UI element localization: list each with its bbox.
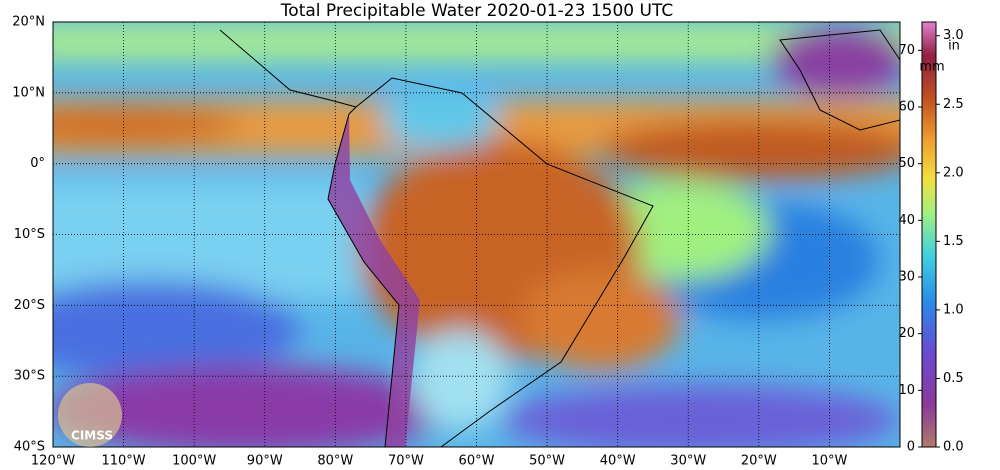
mm-tick-label: 70 — [898, 43, 915, 58]
mm-unit: mm — [919, 60, 944, 75]
lon-label: 50°W — [529, 454, 565, 469]
logo-text: CIMSS — [71, 429, 113, 443]
mm-tick-label: 10 — [898, 383, 915, 398]
mm-tick-label: 40 — [898, 213, 915, 228]
lon-label: 110°W — [101, 454, 145, 469]
logo-badge — [58, 383, 122, 447]
lon-label: 80°W — [317, 454, 353, 469]
lon-label: 100°W — [172, 454, 216, 469]
logo: CIMSS — [58, 383, 122, 447]
lat-label: 0° — [30, 156, 45, 171]
lon-label: 20°W — [741, 454, 777, 469]
in-tick-label: 1.5 — [943, 234, 964, 249]
in-tick-label: 2.0 — [943, 165, 964, 180]
lat-label: 10°N — [12, 85, 45, 100]
lon-label: 10°W — [811, 454, 847, 469]
in-tick-label: 0.5 — [943, 371, 964, 386]
in-tick-label: 0.0 — [943, 440, 964, 455]
mm-tick-label: 20 — [898, 326, 915, 341]
lat-label: 40°S — [14, 440, 45, 455]
lon-label: 60°W — [459, 454, 495, 469]
colorbar — [921, 21, 937, 448]
lon-label: 120°W — [31, 454, 75, 469]
in-tick-label: 1.0 — [943, 302, 964, 317]
mm-tick-label: 30 — [898, 270, 915, 285]
lat-label: 20°N — [12, 15, 45, 30]
lon-label: 40°W — [600, 454, 636, 469]
lat-label: 20°S — [14, 298, 45, 313]
mm-tick-label: 0 — [907, 440, 915, 455]
lat-label: 10°S — [14, 227, 45, 242]
title: Total Precipitable Water 2020-01-23 1500… — [280, 1, 673, 21]
lon-label: 90°W — [247, 454, 283, 469]
tpw-field — [53, 22, 900, 447]
lon-label: 70°W — [388, 454, 424, 469]
mm-tick-label: 60 — [898, 100, 915, 115]
in-tick-label: 3.0 — [943, 28, 964, 43]
in-unit: in — [948, 39, 960, 54]
in-tick-label: 2.5 — [943, 97, 964, 112]
mm-tick-label: 50 — [898, 156, 915, 171]
lon-label: 30°W — [670, 454, 706, 469]
lat-label: 30°S — [14, 369, 45, 384]
